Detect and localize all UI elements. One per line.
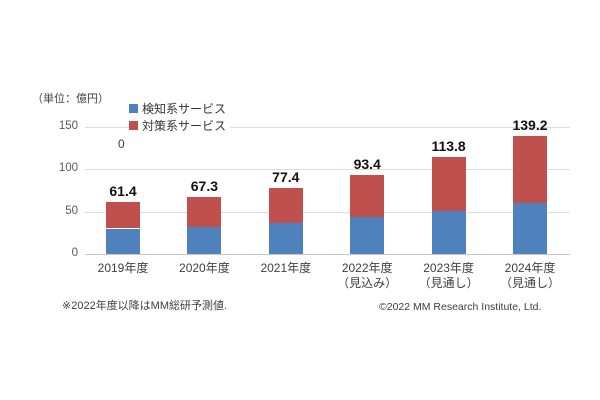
- y-tick-label-50: 50: [65, 204, 78, 217]
- x-axis-label-2023年度: 2023年度 （見通し）: [418, 261, 479, 290]
- stray-zero-label: 0: [118, 137, 125, 151]
- y-tick-label-100: 100: [58, 162, 78, 174]
- bar-detection-2024年度: [513, 203, 547, 254]
- legend-swatch-detection: [129, 104, 138, 113]
- total-label-2022年度: 93.4: [353, 155, 381, 172]
- bar-detection-2022年度: [350, 217, 385, 254]
- bar-countermeasure-2022年度: [350, 174, 385, 218]
- unit-label: （単位：億円）: [32, 93, 109, 105]
- gridline-100: [85, 169, 570, 170]
- bar-countermeasure-2024年度: [513, 135, 547, 203]
- bar-countermeasure-2021年度: [268, 188, 303, 223]
- total-label-2023年度: 113.8: [431, 138, 466, 155]
- footnote: ※2022年度以降はMM総研予測値.: [62, 300, 228, 312]
- total-label-2024年度: 139.2: [512, 116, 548, 133]
- bar-countermeasure-2019年度: [106, 201, 140, 229]
- legend-swatch-countermeasure: [129, 121, 138, 130]
- bar-countermeasure-2023年度: [431, 157, 466, 212]
- x-axis-label-2020年度: 2020年度: [179, 261, 230, 275]
- total-label-2020年度: 67.3: [190, 177, 219, 194]
- legend: 検知系サービス 対策系サービス: [129, 99, 231, 135]
- plot-area: 0 50 100 150 61.4 2019年度 67.3 2020年度 77.4 2021年度 9…: [59, 0, 570, 290]
- legend-label-detection: 検知系サービス: [142, 102, 227, 116]
- bar-detection-2021年度: [268, 222, 303, 254]
- bar-detection-2019年度: [106, 228, 140, 254]
- total-label-2021年度: 77.4: [272, 169, 300, 186]
- y-tick-label-150: 150: [58, 119, 78, 132]
- bar-detection-2023年度: [431, 211, 466, 254]
- y-tick-label-0: 0: [71, 247, 78, 259]
- legend-item-detection: 検知系サービス: [129, 100, 226, 117]
- x-axis-label-2022年度: 2022年度 （見込み）: [337, 261, 398, 290]
- bar-detection-2020年度: [187, 226, 222, 254]
- legend-label-countermeasure: 対策系サービス: [142, 119, 227, 133]
- legend-item-countermeasure: 対策系サービス: [129, 117, 226, 134]
- x-axis-label-2021年度: 2021年度: [260, 261, 312, 275]
- x-axis-label-2019年度: 2019年度: [97, 261, 149, 275]
- copyright: ©2022 MM Research Institute, Ltd.: [379, 301, 542, 313]
- total-label-2019年度: 61.4: [109, 182, 137, 199]
- x-axis-label-2024年度: 2024年度 （見通し）: [499, 261, 560, 290]
- gridline-150: [85, 126, 570, 128]
- gridline-50: [85, 211, 570, 213]
- x-axis-line: [85, 254, 570, 255]
- bar-countermeasure-2020年度: [187, 196, 222, 227]
